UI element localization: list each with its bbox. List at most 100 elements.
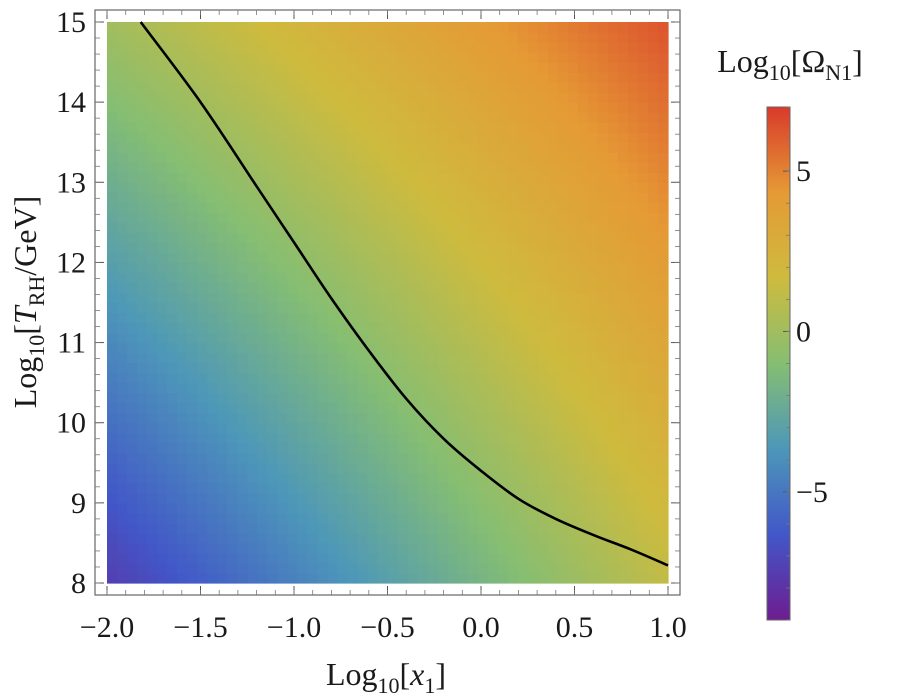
heatmap-cell (197, 542, 208, 554)
heatmap-cell (267, 222, 278, 233)
heatmap-cell (607, 492, 619, 504)
heatmap-cell (547, 302, 559, 314)
heatmap-cell (297, 42, 308, 53)
heatmap-cell (317, 542, 328, 554)
heatmap-cell (307, 512, 318, 524)
heatmap-cell (527, 322, 539, 334)
heatmap-cell (397, 312, 409, 324)
heatmap-cell (647, 302, 659, 314)
heatmap-cell (317, 132, 328, 143)
heatmap-cell (497, 152, 509, 163)
heatmap-cell (547, 442, 559, 454)
heatmap-cell (307, 452, 318, 464)
heatmap-cell (567, 262, 579, 274)
heatmap-cell (337, 142, 349, 153)
heatmap-cell (257, 262, 268, 274)
heatmap-cell (127, 332, 138, 344)
heatmap-cell (617, 212, 629, 223)
heatmap-cell (247, 32, 258, 43)
heatmap-cell (127, 52, 138, 63)
heatmap-cell (437, 202, 449, 213)
heatmap-cell (377, 322, 389, 334)
heatmap-cell (387, 302, 399, 314)
heatmap-cell (327, 532, 339, 544)
heatmap-cell (187, 142, 198, 153)
heatmap-cell (547, 522, 559, 534)
heatmap-cell (487, 252, 499, 264)
heatmap-cell (327, 112, 339, 123)
heatmap-cell (397, 132, 409, 143)
heatmap-cell (177, 62, 188, 73)
heatmap-cell (197, 482, 208, 494)
heatmap-cell (517, 92, 529, 103)
heatmap-cell (487, 352, 499, 364)
heatmap-cell (357, 382, 369, 394)
heatmap-cell (287, 232, 298, 243)
heatmap-cell (157, 222, 168, 233)
heatmap-cell (557, 262, 569, 274)
heatmap-cell (347, 502, 359, 514)
heatmap-cell (407, 452, 419, 464)
heatmap-cell (457, 542, 469, 554)
heatmap-cell (467, 552, 479, 564)
heatmap-cell (627, 222, 639, 233)
heatmap-cell (617, 192, 629, 203)
heatmap-cell (597, 512, 609, 524)
heatmap-cell (187, 32, 198, 43)
heatmap-cell (647, 502, 659, 514)
heatmap-cell (527, 382, 539, 394)
heatmap-cell (107, 532, 118, 544)
heatmap-cell (187, 482, 198, 494)
heatmap-cell (507, 242, 519, 254)
heatmap-cell (657, 552, 669, 564)
heatmap-cell (387, 72, 399, 83)
heatmap-cell (487, 242, 499, 254)
heatmap-cell (457, 452, 469, 464)
heatmap-cell (617, 262, 629, 274)
heatmap-cell (347, 412, 359, 424)
heatmap-cell (127, 242, 138, 254)
heatmap-cell (647, 342, 659, 354)
heatmap-cell (517, 182, 529, 193)
heatmap-cell (497, 562, 509, 574)
heatmap-cell (157, 572, 168, 584)
heatmap-cell (487, 222, 499, 233)
heatmap-cell (167, 312, 178, 324)
heatmap-cell (317, 312, 328, 324)
heatmap-cell (117, 362, 128, 374)
heatmap-cell (487, 22, 499, 33)
heatmap-cell (597, 462, 609, 474)
heatmap-cell (167, 412, 178, 424)
heatmap-cell (637, 142, 649, 153)
heatmap-cell (217, 372, 228, 384)
heatmap-cell (187, 292, 198, 304)
heatmap-cell (117, 112, 128, 123)
heatmap-cell (217, 522, 228, 534)
heatmap-cell (527, 292, 539, 304)
heatmap-cell (267, 522, 278, 534)
heatmap-cell (447, 222, 459, 233)
heatmap-cell (247, 272, 258, 284)
heatmap-cell (467, 402, 479, 414)
heatmap-cell (417, 572, 429, 584)
heatmap-cell (107, 562, 118, 574)
heatmap-cell (647, 472, 659, 484)
heatmap-cell (237, 72, 248, 83)
heatmap-cell (377, 192, 389, 203)
heatmap-cell (387, 312, 399, 324)
heatmap-cell (327, 62, 339, 73)
heatmap-cell (447, 322, 459, 334)
heatmap-cell (517, 302, 529, 314)
heatmap-cell (537, 172, 549, 183)
heatmap-cell (547, 182, 559, 193)
heatmap-cell (467, 302, 479, 314)
heatmap-cell (187, 202, 198, 213)
heatmap-cell (617, 22, 629, 33)
heatmap-cell (297, 52, 308, 63)
heatmap-cell (577, 52, 589, 63)
heatmap-cell (527, 162, 539, 173)
heatmap-cell (607, 262, 619, 274)
heatmap-cell (137, 262, 148, 274)
heatmap-cell (647, 182, 659, 193)
heatmap-cell (587, 522, 599, 534)
